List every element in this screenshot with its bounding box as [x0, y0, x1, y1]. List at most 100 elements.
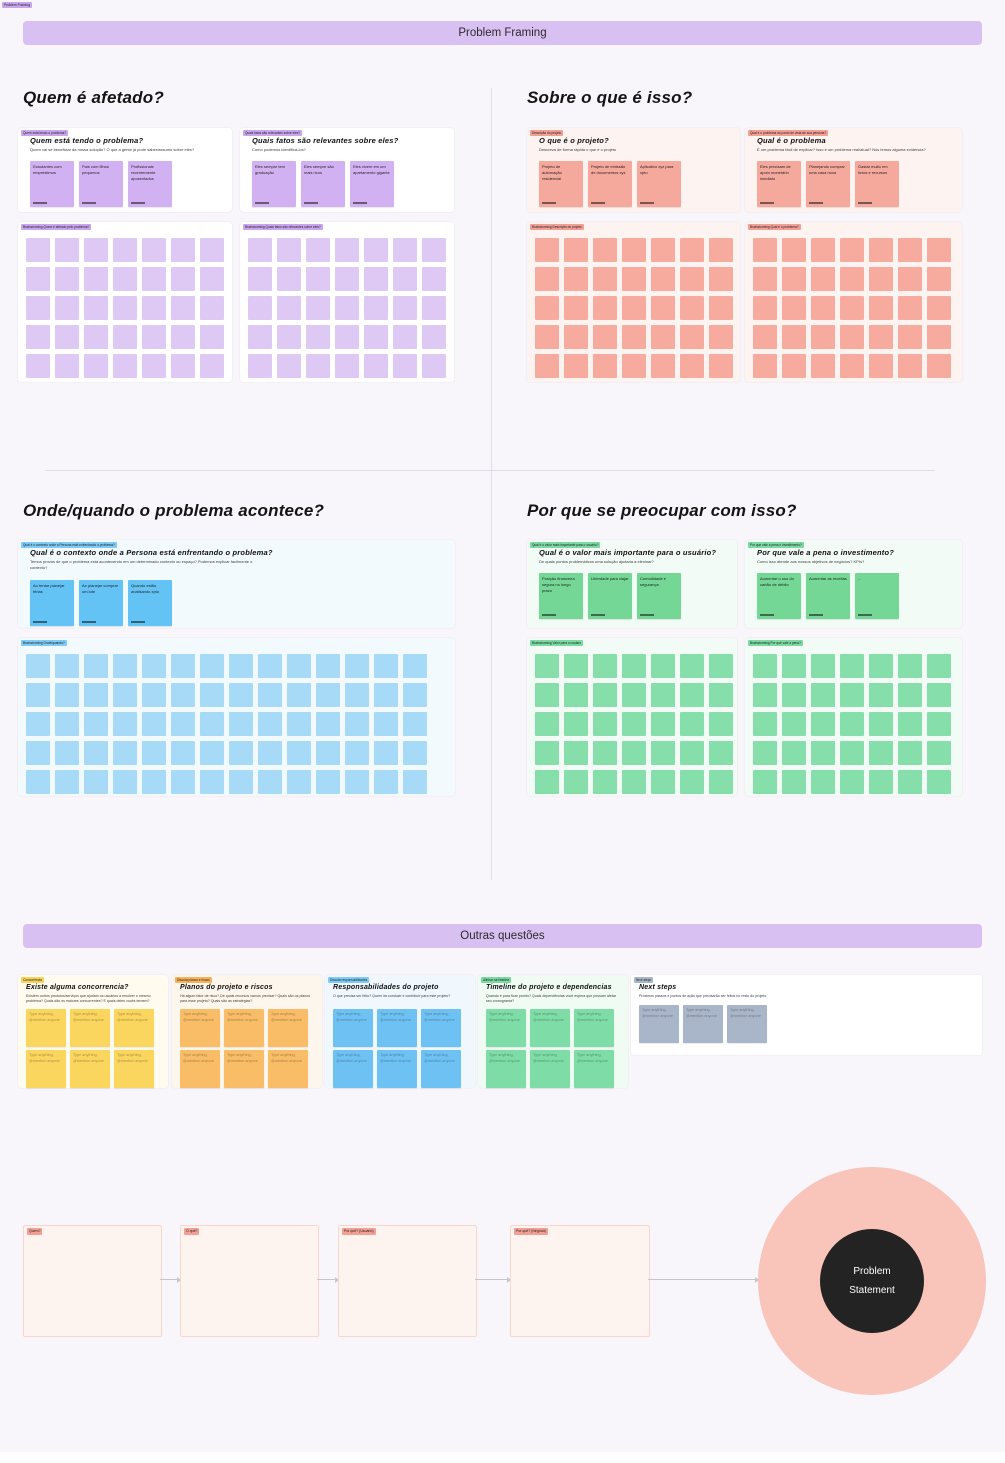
brainstorm-sticky[interactable]: [345, 654, 369, 678]
brainstorm-sticky[interactable]: [680, 354, 704, 378]
brainstorm-sticky[interactable]: [55, 741, 79, 765]
brainstorm-sticky[interactable]: [113, 770, 137, 794]
brainstorm-sticky[interactable]: [709, 267, 733, 291]
sticky-note[interactable]: Ao planejar comprar um lote: [79, 580, 123, 626]
brainstorm-sticky[interactable]: [26, 654, 50, 678]
brainstorm-sticky[interactable]: [811, 296, 835, 320]
brainstorm-sticky[interactable]: [248, 354, 272, 378]
brainstorm-sticky[interactable]: [171, 325, 195, 349]
brainstorm-sticky[interactable]: [811, 325, 835, 349]
brainstorm-sticky[interactable]: [55, 683, 79, 707]
placeholder-sticky[interactable]: Type anything, @mention anyone: [114, 1009, 154, 1047]
brainstorm-sticky[interactable]: [564, 741, 588, 765]
brainstorm-sticky[interactable]: [840, 238, 864, 262]
placeholder-sticky[interactable]: Type anything, @mention anyone: [26, 1009, 66, 1047]
brainstorm-sticky[interactable]: [171, 296, 195, 320]
sticky-note[interactable]: Estudantes com empréstimos: [30, 161, 74, 207]
placeholder-sticky[interactable]: Type anything, @mention anyone: [180, 1009, 220, 1047]
brainstorm-sticky[interactable]: [84, 296, 108, 320]
brainstorm-sticky[interactable]: [374, 741, 398, 765]
brainstorm-sticky[interactable]: [200, 238, 224, 262]
brainstorm-sticky[interactable]: [535, 770, 559, 794]
brainstorm-sticky[interactable]: [535, 296, 559, 320]
brainstorm-sticky[interactable]: [782, 741, 806, 765]
brainstorm-sticky[interactable]: [622, 741, 646, 765]
brainstorm-sticky[interactable]: [84, 325, 108, 349]
brainstorm-sticky[interactable]: [335, 267, 359, 291]
brainstorm-sticky[interactable]: [142, 325, 166, 349]
brainstorm-sticky[interactable]: [811, 354, 835, 378]
brainstorm-sticky[interactable]: [651, 770, 675, 794]
sticky-note[interactable]: Comodidade e segurança: [637, 573, 681, 619]
sticky-note[interactable]: Planejando comprar uma casa nova: [806, 161, 850, 207]
brainstorm-sticky[interactable]: [364, 354, 388, 378]
brainstorm-sticky[interactable]: [898, 741, 922, 765]
brainstorm-sticky[interactable]: [840, 712, 864, 736]
brainstorm-sticky[interactable]: [403, 770, 427, 794]
brainstorm-sticky[interactable]: [898, 354, 922, 378]
brainstorm-sticky[interactable]: [651, 712, 675, 736]
placeholder-sticky[interactable]: Type anything, @mention anyone: [70, 1009, 110, 1047]
brainstorm-sticky[interactable]: [753, 741, 777, 765]
brainstorm-sticky[interactable]: [593, 741, 617, 765]
placeholder-sticky[interactable]: Type anything, @mention anyone: [377, 1050, 417, 1088]
brainstorm-sticky[interactable]: [535, 654, 559, 678]
placeholder-sticky[interactable]: Type anything, @mention anyone: [114, 1050, 154, 1088]
brainstorm-sticky[interactable]: [403, 741, 427, 765]
brainstorm-sticky[interactable]: [651, 325, 675, 349]
brainstorm-sticky[interactable]: [248, 267, 272, 291]
brainstorm-sticky[interactable]: [200, 267, 224, 291]
sticky-note[interactable]: Liberdade para viajar: [588, 573, 632, 619]
brainstorm-sticky[interactable]: [171, 354, 195, 378]
brainstorm-sticky[interactable]: [898, 267, 922, 291]
brainstorm-sticky[interactable]: [316, 770, 340, 794]
brainstorm-sticky[interactable]: [142, 654, 166, 678]
brainstorm-sticky[interactable]: [753, 712, 777, 736]
brainstorm-sticky[interactable]: [709, 683, 733, 707]
brainstorm-sticky[interactable]: [287, 712, 311, 736]
brainstorm-sticky[interactable]: [622, 712, 646, 736]
brainstorm-sticky[interactable]: [840, 741, 864, 765]
placeholder-sticky[interactable]: Type anything, @mention anyone: [224, 1050, 264, 1088]
brainstorm-sticky[interactable]: [258, 712, 282, 736]
sticky-note[interactable]: Ao tentar planejar férias: [30, 580, 74, 626]
brainstorm-sticky[interactable]: [811, 712, 835, 736]
brainstorm-sticky[interactable]: [898, 770, 922, 794]
brainstorm-sticky[interactable]: [622, 325, 646, 349]
brainstorm-sticky[interactable]: [869, 654, 893, 678]
brainstorm-sticky[interactable]: [680, 267, 704, 291]
brainstorm-sticky[interactable]: [840, 654, 864, 678]
placeholder-sticky[interactable]: Type anything, @mention anyone: [486, 1050, 526, 1088]
brainstorm-sticky[interactable]: [113, 325, 137, 349]
brainstorm-sticky[interactable]: [709, 296, 733, 320]
brainstorm-sticky[interactable]: [306, 296, 330, 320]
brainstorm-sticky[interactable]: [651, 296, 675, 320]
brainstorm-sticky[interactable]: [200, 354, 224, 378]
brainstorm-sticky[interactable]: [345, 741, 369, 765]
brainstorm-sticky[interactable]: [258, 770, 282, 794]
brainstorm-sticky[interactable]: [200, 325, 224, 349]
brainstorm-sticky[interactable]: [927, 654, 951, 678]
brainstorm-sticky[interactable]: [171, 712, 195, 736]
brainstorm-sticky[interactable]: [927, 741, 951, 765]
brainstorm-sticky[interactable]: [287, 654, 311, 678]
brainstorm-sticky[interactable]: [335, 296, 359, 320]
brainstorm-sticky[interactable]: [535, 683, 559, 707]
placeholder-sticky[interactable]: Type anything, @mention anyone: [268, 1009, 308, 1047]
brainstorm-sticky[interactable]: [374, 712, 398, 736]
brainstorm-sticky[interactable]: [709, 325, 733, 349]
placeholder-sticky[interactable]: Type anything, @mention anyone: [333, 1050, 373, 1088]
brainstorm-sticky[interactable]: [898, 296, 922, 320]
brainstorm-sticky[interactable]: [171, 683, 195, 707]
brainstorm-sticky[interactable]: [364, 267, 388, 291]
placeholder-sticky[interactable]: Type anything, @mention anyone: [268, 1050, 308, 1088]
placeholder-sticky[interactable]: Type anything, @mention anyone: [333, 1009, 373, 1047]
brainstorm-sticky[interactable]: [782, 712, 806, 736]
brainstorm-sticky[interactable]: [306, 325, 330, 349]
brainstorm-sticky[interactable]: [869, 712, 893, 736]
brainstorm-sticky[interactable]: [680, 741, 704, 765]
brainstorm-sticky[interactable]: [422, 238, 446, 262]
brainstorm-sticky[interactable]: [622, 683, 646, 707]
brainstorm-sticky[interactable]: [84, 654, 108, 678]
placeholder-sticky[interactable]: Type anything, @mention anyone: [683, 1005, 723, 1043]
